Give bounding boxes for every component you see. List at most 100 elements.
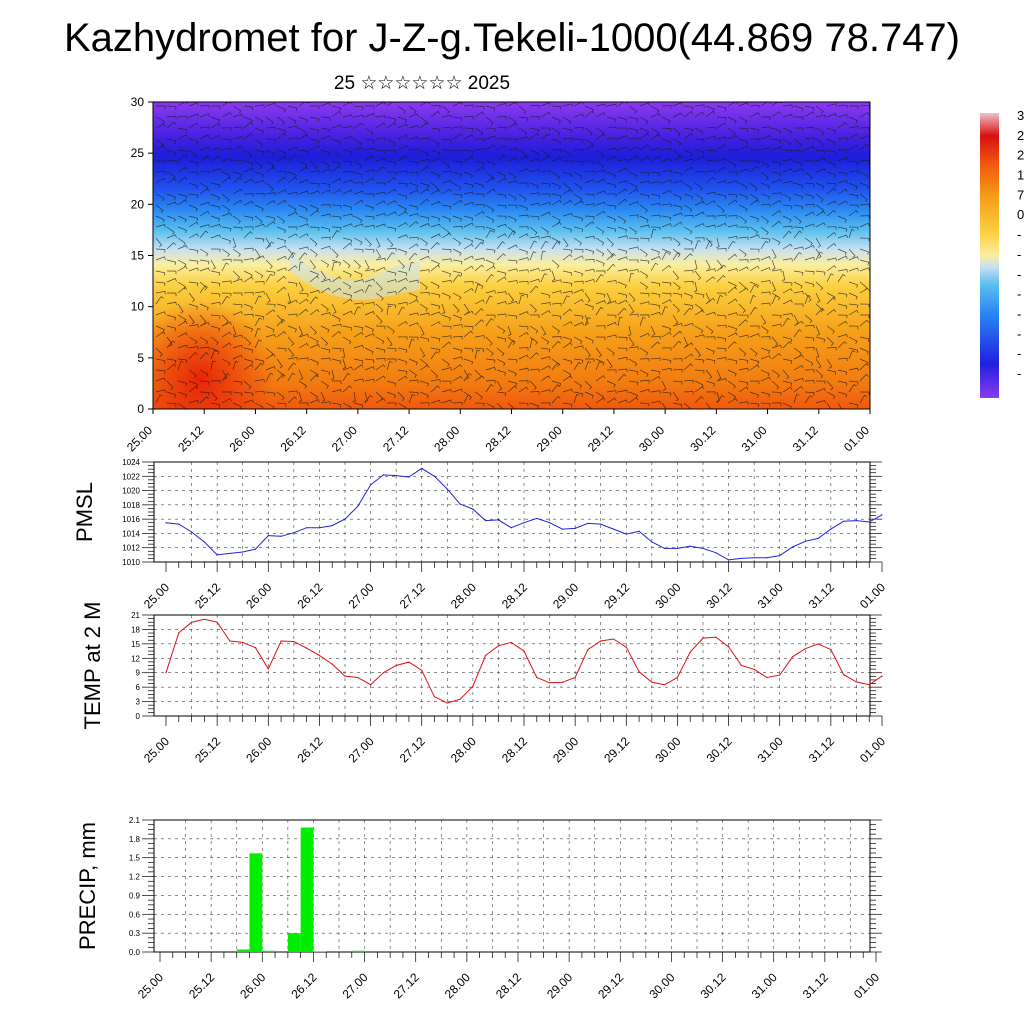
x-tick-label: 29.00 <box>534 423 565 454</box>
data-point <box>318 527 321 529</box>
x-tick-label: 28.00 <box>431 423 462 454</box>
x-tick-label: 26.12 <box>294 734 325 765</box>
data-point <box>868 521 870 523</box>
data-point <box>676 547 679 550</box>
data-point <box>536 676 538 679</box>
y-tick-label: 1022 <box>122 472 140 481</box>
x-tick-label: 27.12 <box>397 580 428 611</box>
data-point <box>357 505 359 507</box>
x-tick-label: 26.12 <box>294 580 325 611</box>
x-tick-label: 29.12 <box>601 580 632 611</box>
data-point <box>638 530 640 532</box>
x-tick-label: 01.00 <box>851 970 882 1001</box>
data-point <box>855 519 858 522</box>
data-point <box>753 557 755 559</box>
data-point <box>459 698 461 700</box>
data-point <box>280 640 282 642</box>
data-point <box>190 531 193 533</box>
data-point <box>446 702 448 704</box>
data-point <box>433 696 436 698</box>
x-tick-label: 30.12 <box>704 734 735 765</box>
data-point <box>804 648 806 650</box>
data-point <box>497 519 500 521</box>
data-point <box>472 685 474 687</box>
data-point <box>830 649 832 651</box>
x-tick-label: 28.00 <box>448 734 479 765</box>
x-tick-label: 29.00 <box>550 580 581 611</box>
y-tick-label: 2.1 <box>129 816 141 825</box>
precip-bar <box>313 951 327 952</box>
data-point <box>331 663 333 665</box>
data-point <box>587 649 589 651</box>
data-point <box>254 647 257 649</box>
data-point <box>625 646 627 648</box>
data-point <box>561 681 563 683</box>
y-tick-label: 1014 <box>122 529 140 538</box>
y-tick-label: 15 <box>131 640 140 649</box>
precip-bar <box>351 950 365 952</box>
data-point <box>497 645 500 647</box>
data-point <box>242 641 244 644</box>
x-tick-label: 30.00 <box>652 734 683 765</box>
x-tick-label: 29.12 <box>601 734 632 765</box>
colorbar-label: 7 <box>1017 187 1024 202</box>
data-point <box>369 484 372 486</box>
y-tick-label: 0.9 <box>129 891 141 900</box>
data-point <box>766 557 768 559</box>
x-tick-label: 31.00 <box>739 423 770 454</box>
x-tick-label: 31.12 <box>806 734 837 765</box>
y-tick-label: 1012 <box>122 544 140 553</box>
panel-frame <box>153 614 871 717</box>
data-point <box>638 671 640 673</box>
y-axis-title: TEMP at 2 M <box>80 602 105 730</box>
x-tick-label: 29.00 <box>544 970 575 1001</box>
data-point <box>664 547 666 550</box>
panel-frame <box>153 461 871 563</box>
pmsl-panel: 1010 1012 1014 1016 1018 1020 1022 1024 25.00 25.… <box>72 458 888 611</box>
grid <box>154 820 870 952</box>
data-point <box>421 669 423 671</box>
data-point <box>574 676 576 679</box>
x-tick-label: 25.00 <box>135 970 166 1001</box>
data-point <box>421 467 423 470</box>
x-tick-label: 28.12 <box>499 580 530 611</box>
y-tick-label: 18 <box>131 625 140 634</box>
colorbar-label: - <box>1017 346 1021 361</box>
data-point <box>331 524 333 527</box>
data-point <box>689 545 691 547</box>
y-tick-label: 5 <box>137 351 144 365</box>
y-tick-label: 25 <box>131 146 145 160</box>
data-point <box>740 664 742 667</box>
data-point <box>689 651 691 653</box>
heatmap-cool-intrusion <box>290 255 420 300</box>
x-tick-label: 28.12 <box>493 970 524 1001</box>
y-tick-label: 1.5 <box>129 854 141 863</box>
x-tick-label: 29.12 <box>585 423 616 454</box>
colorbar-label: 2 <box>1017 128 1024 143</box>
y-axis-title: PRECIP, mm <box>75 822 100 950</box>
y-tick-label: 15 <box>131 249 145 263</box>
y-tick-label: 0 <box>137 402 144 416</box>
data-point <box>382 474 384 476</box>
x-tick-label: 28.12 <box>499 734 530 765</box>
data-point <box>536 517 538 520</box>
x-tick-label: 26.00 <box>243 734 274 765</box>
y-tick-label: 0.3 <box>129 929 141 938</box>
x-tick-label: 30.12 <box>698 970 729 1001</box>
data-point <box>548 682 551 684</box>
x-tick-label: 26.12 <box>278 423 309 454</box>
data-point <box>369 684 372 686</box>
data-point <box>382 672 384 674</box>
data-point <box>715 636 717 638</box>
precip-bar <box>262 950 276 952</box>
data-point <box>203 541 205 543</box>
y-tick-label: 1024 <box>122 458 140 467</box>
data-point <box>293 640 295 643</box>
heatmap-field <box>153 102 870 409</box>
y-tick-label: 1020 <box>122 487 140 496</box>
data-point <box>165 522 167 524</box>
data-point <box>408 476 410 478</box>
colorbar-label: 2 <box>1017 148 1024 163</box>
x-tick-label: 28.00 <box>448 580 479 611</box>
data-point <box>280 535 282 537</box>
